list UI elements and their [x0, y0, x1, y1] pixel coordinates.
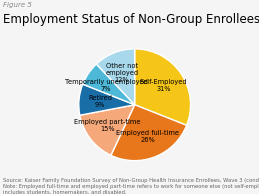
Text: Self-Employed
31%: Self-Employed 31% [140, 79, 187, 92]
Text: Source: Kaiser Family Foundation Survey of Non-Group Health Insurance Enrollees,: Source: Kaiser Family Foundation Survey … [3, 178, 259, 194]
Wedge shape [80, 105, 135, 155]
Text: Figure 5: Figure 5 [3, 2, 31, 8]
Wedge shape [96, 49, 135, 105]
Wedge shape [79, 84, 135, 115]
Wedge shape [83, 64, 135, 105]
Text: Employed part-time
15%: Employed part-time 15% [74, 120, 141, 133]
Text: Employment Status of Non-Group Enrollees, 2016: Employment Status of Non-Group Enrollees… [3, 13, 259, 26]
Wedge shape [135, 49, 191, 125]
Text: Other not
employed
12%: Other not employed 12% [105, 62, 139, 83]
Wedge shape [111, 105, 187, 161]
Text: Temporarily unemployed
7%: Temporarily unemployed 7% [64, 79, 147, 92]
Text: Employed full-time
26%: Employed full-time 26% [116, 131, 179, 144]
Text: Retired
9%: Retired 9% [88, 95, 112, 108]
